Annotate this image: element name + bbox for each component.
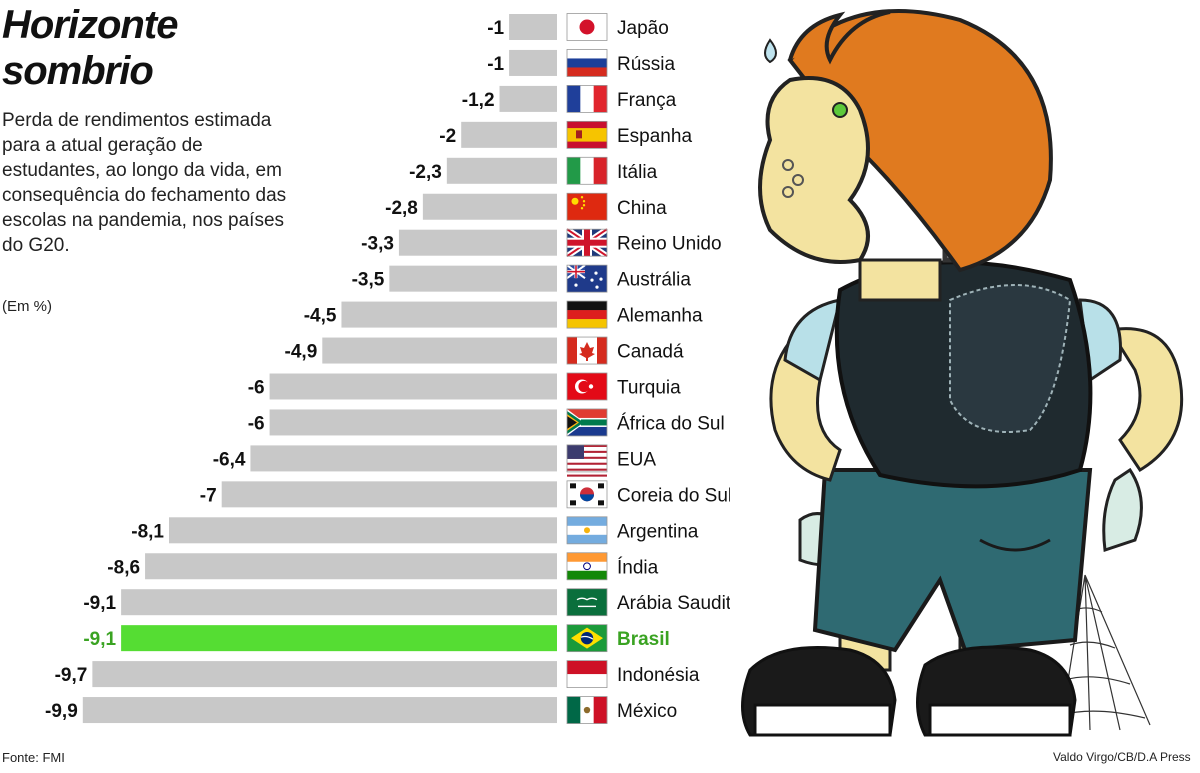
value-label-15: -8,1: [131, 521, 164, 542]
source-note: Fonte: FMI: [2, 750, 65, 765]
south-africa-flag-icon: [566, 408, 608, 437]
illustration-credit: Valdo Virgo/CB/D.A Press: [1053, 750, 1191, 764]
indonesia-flag-icon: [566, 660, 608, 688]
bar-9: [341, 301, 557, 328]
category-label-3: França: [617, 90, 677, 111]
saudi-arabia-flag-icon: [566, 588, 608, 617]
category-label-13: EUA: [617, 449, 656, 470]
value-label-7: -3,3: [361, 234, 394, 255]
value-label-6: -2,8: [385, 198, 418, 219]
category-label-15: Argentina: [617, 521, 699, 542]
brazil-flag-icon: [566, 624, 608, 653]
bar-17: [121, 589, 558, 616]
japan-flag-icon: [566, 13, 608, 41]
bar-13: [250, 445, 557, 472]
category-label-10: Canadá: [617, 342, 684, 363]
bar-2: [509, 49, 557, 76]
value-label-20: -9,9: [45, 701, 78, 722]
title-line-1: Horizonte: [2, 3, 178, 47]
germany-flag-icon: [566, 300, 608, 329]
bar-4: [461, 121, 557, 148]
turkey-flag-icon: [566, 372, 608, 401]
france-flag-icon: [566, 85, 608, 113]
title-line-2: sombrio: [2, 49, 154, 93]
cobweb-illustration: [1059, 574, 1151, 731]
bar-3: [499, 85, 557, 112]
category-label-4: Espanha: [617, 126, 692, 147]
italy-flag-icon: [566, 156, 608, 185]
canada-flag-icon: [566, 336, 608, 365]
bar-14: [221, 481, 557, 508]
bar-15: [169, 517, 557, 544]
value-label-8: -3,5: [352, 270, 385, 291]
category-label-7: Reino Unido: [617, 234, 722, 255]
value-label-19: -9,7: [55, 665, 88, 686]
category-label-2: Rússia: [617, 54, 676, 75]
value-label-2: -1: [487, 54, 504, 75]
value-label-12: -6: [248, 413, 265, 434]
value-label-5: -2,3: [409, 162, 442, 183]
value-label-14: -7: [200, 485, 217, 506]
bar-7: [398, 229, 557, 256]
bar-10: [322, 337, 557, 364]
value-label-17: -9,1: [83, 593, 116, 614]
value-label-18: -9,1: [83, 629, 116, 650]
bar-12: [269, 409, 557, 436]
russia-flag-icon: [566, 49, 608, 77]
category-label-8: Austrália: [617, 270, 691, 291]
mexico-flag-icon: [566, 696, 608, 724]
category-label-16: Índia: [617, 557, 659, 578]
category-label-1: Japão: [617, 18, 669, 39]
australia-flag-icon: [566, 264, 608, 293]
bar-8: [389, 265, 557, 292]
value-label-1: -1: [487, 18, 504, 39]
uk-flag-icon: [565, 226, 609, 259]
bar-5: [446, 157, 557, 184]
bar-19: [92, 661, 558, 688]
category-label-12: África do Sul: [617, 413, 725, 434]
category-label-20: México: [617, 701, 677, 722]
china-flag-icon: [566, 192, 608, 221]
unit-label: (Em %): [2, 298, 52, 315]
value-label-16: -8,6: [107, 557, 140, 578]
india-flag-icon: [566, 552, 608, 581]
student-illustration: [741, 9, 1184, 737]
category-label-6: China: [617, 198, 667, 219]
category-label-11: Turquia: [617, 378, 681, 399]
category-label-19: Indonésia: [617, 665, 700, 686]
value-label-13: -6,4: [213, 449, 246, 470]
value-label-11: -6: [248, 378, 265, 399]
bar-18: [121, 625, 558, 652]
value-label-9: -4,5: [304, 306, 337, 327]
bar-16: [145, 553, 557, 580]
bar-chart: -1 Japão -1 Rússia -1,2 França -2 Espanha -2,3 It…: [45, 13, 730, 724]
category-label-14: Coreia do Sul: [617, 485, 730, 506]
category-label-5: Itália: [617, 162, 658, 183]
chart-title: Horizonte sombrio: [2, 2, 178, 94]
value-label-4: -2: [439, 126, 456, 147]
value-label-10: -4,9: [285, 342, 318, 363]
bar-11: [269, 373, 557, 400]
bar-1: [509, 14, 557, 40]
argentina-flag-icon: [566, 516, 608, 545]
category-label-17: Arábia Saudita: [617, 593, 730, 614]
usa-flag-icon: [566, 444, 608, 483]
chart-subtitle: Perda de rendimentos estimada para a atu…: [2, 110, 287, 256]
spain-flag-icon: [566, 120, 608, 149]
category-label-18: Brasil: [617, 629, 670, 650]
bar-20: [82, 697, 557, 724]
south-korea-flag-icon: [566, 480, 608, 509]
value-label-3: -1,2: [462, 90, 495, 111]
bar-6: [422, 193, 557, 220]
category-label-9: Alemanha: [617, 306, 703, 327]
